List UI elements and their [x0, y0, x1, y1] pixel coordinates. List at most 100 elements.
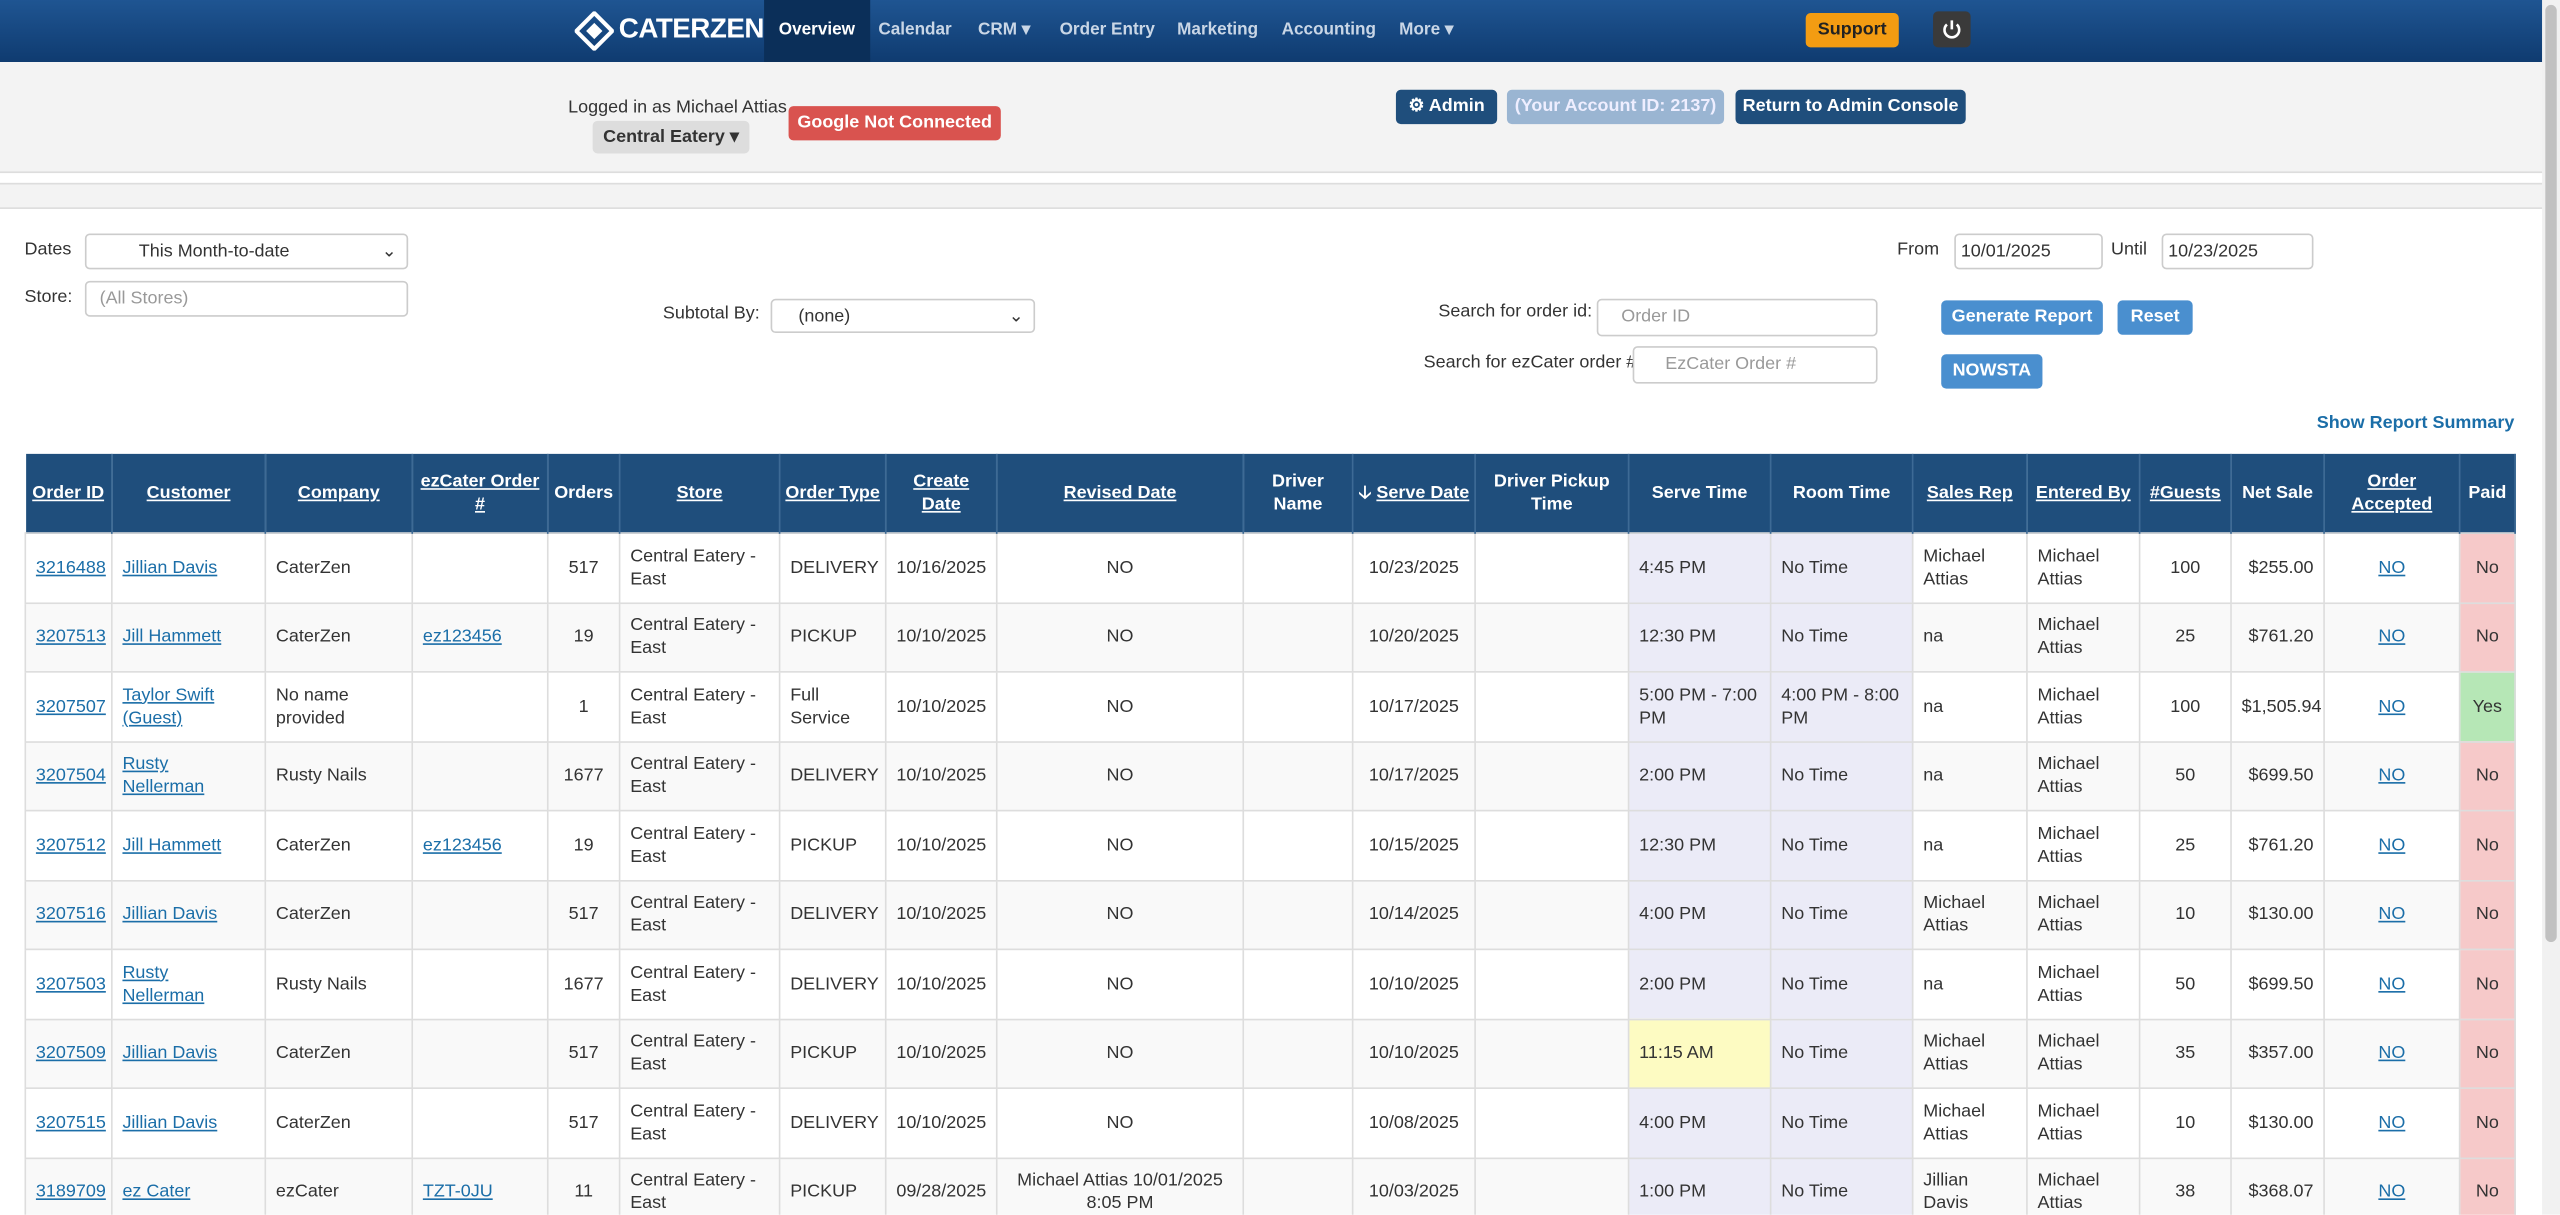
cell: Rusty Nails	[264, 948, 414, 1020]
cell-link[interactable]: TZT-0JU	[422, 1182, 493, 1203]
cell-text: ezCater	[275, 1182, 339, 1203]
order-row: 3207515 Jillian Davis CaterZen 517 Central E…	[24, 1087, 2516, 1159]
return-button[interactable]: Return to Admin Console	[1735, 89, 1966, 125]
cell-link[interactable]: 3207515	[35, 1113, 106, 1133]
cell: 09/28/2025	[884, 1156, 998, 1215]
cell-text: NO	[1106, 627, 1134, 647]
cell: NO	[2323, 879, 2461, 951]
cell: Jill Hammett	[111, 809, 267, 881]
cell-link[interactable]: 3207503	[35, 974, 106, 994]
nav-item[interactable]: Calendar	[864, 0, 967, 62]
brand[interactable]: CaterZen	[618, 13, 765, 45]
cell: 517	[546, 879, 621, 951]
nav-item[interactable]: Overview	[764, 0, 870, 63]
cell-text: Michael Attias	[1923, 893, 1986, 936]
nav-item[interactable]: More ▾	[1399, 19, 1454, 40]
nav-item[interactable]: CRM ▾	[977, 19, 1031, 40]
store-dropdown[interactable]: Central Eatery ▾	[592, 120, 750, 154]
admin-button[interactable]: ⚙ Admin	[1395, 89, 1498, 125]
cell-link[interactable]: Jill Hammett	[122, 835, 222, 856]
column-header[interactable]: Order Type	[779, 453, 887, 534]
order-row: 3207503 Rusty Nellerman Rusty Nails 1677 Cen…	[24, 948, 2516, 1020]
cell-link[interactable]: NO	[2378, 904, 2406, 925]
cell: 10/03/2025	[1351, 1156, 1476, 1215]
column-header[interactable]: Order ID	[25, 453, 113, 534]
cell-link[interactable]: 3207512	[35, 835, 106, 856]
subtotal-select[interactable]: (none) ⌄	[770, 298, 1036, 334]
cell-link[interactable]: NO	[2378, 1182, 2406, 1203]
cell: No Time	[1769, 948, 1914, 1020]
from-input[interactable]: 10/01/2025	[1954, 233, 2103, 270]
summary-link[interactable]: Show Report Summary	[2316, 413, 2515, 433]
cell: CaterZen	[264, 601, 414, 673]
column-header[interactable]: Company	[265, 453, 414, 534]
cell-link[interactable]: NO	[2378, 1043, 2406, 1064]
cell: No	[2458, 879, 2516, 951]
power-button[interactable]	[1933, 11, 1971, 48]
column-header[interactable]: Revised Date	[996, 453, 1245, 534]
cell-link[interactable]: ez Cater	[122, 1182, 191, 1203]
cell-link[interactable]: Rusty Nellerman	[122, 754, 205, 798]
cell-link[interactable]: NO	[2378, 1113, 2406, 1133]
cell-text: Central Eatery - East	[630, 615, 756, 659]
cell: 3207516	[24, 879, 113, 951]
ezcater-input[interactable]: EzCater Order #	[1632, 346, 1878, 384]
nav-item[interactable]: Marketing	[1162, 0, 1272, 62]
column-header[interactable]: Store	[619, 453, 781, 534]
generate-button[interactable]: Generate Report	[1941, 300, 2103, 335]
column-header[interactable]: Order Accepted	[2324, 453, 2461, 534]
until-input[interactable]: 10/23/2025	[2161, 233, 2314, 270]
dates-select[interactable]: This Month-to-date ⌄	[84, 233, 409, 270]
cell	[1474, 532, 1630, 604]
cell: 19	[546, 601, 621, 673]
cell-link[interactable]: Rusty Nellerman	[122, 962, 205, 1006]
cell: 10/14/2025	[1351, 879, 1476, 951]
cell-link[interactable]: NO	[2378, 974, 2406, 994]
cell-link[interactable]: Jillian Davis	[122, 557, 218, 578]
support-button[interactable]: Support	[1805, 13, 1899, 48]
cell-link[interactable]: 3207513	[35, 627, 106, 647]
column-header[interactable]: ezCater Order #	[412, 453, 549, 534]
cell-link[interactable]: NO	[2378, 696, 2406, 717]
column-header[interactable]: Sales Rep	[1912, 453, 2028, 534]
cell: 10/10/2025	[1351, 948, 1476, 1020]
cell: 100	[2138, 671, 2232, 743]
cell: NO	[995, 948, 1245, 1020]
nav-item[interactable]: Order Entry	[1045, 0, 1170, 62]
column-header[interactable]: 🡣 Serve Date	[1352, 453, 1476, 534]
store-input[interactable]: (All Stores)	[84, 280, 409, 317]
cell-link[interactable]: NO	[2378, 835, 2406, 856]
logged-in: Logged in as Michael Attias	[568, 97, 787, 118]
cell-link[interactable]: 3207509	[35, 1043, 106, 1064]
column-header[interactable]: Entered By	[2026, 453, 2141, 534]
google-button[interactable]: Google Not Connected	[788, 106, 1001, 141]
cell-link[interactable]: Jillian Davis	[122, 1043, 218, 1064]
column-header[interactable]: #Guests	[2139, 453, 2232, 534]
cell-link[interactable]: Jill Hammett	[122, 627, 222, 647]
reset-button[interactable]: Reset	[2117, 300, 2193, 335]
cell-link[interactable]: ez123456	[422, 835, 502, 856]
cell-link[interactable]: ez123456	[422, 627, 502, 647]
column-header[interactable]: Customer	[111, 453, 267, 534]
cell-link[interactable]: Taylor Swift (Guest)	[122, 685, 215, 728]
cell-link[interactable]: 3216488	[35, 557, 106, 578]
cell-link[interactable]: NO	[2378, 557, 2406, 578]
cell-text: $761.20	[2248, 627, 2314, 647]
store-name: Central Eatery	[603, 127, 725, 147]
nowsta-button[interactable]: NOWSTA	[1941, 354, 2043, 389]
cell-text: No	[2475, 1043, 2499, 1064]
nav-item[interactable]: Accounting	[1267, 0, 1391, 62]
order-id-input[interactable]: Order ID	[1596, 298, 1878, 337]
cell-link[interactable]: NO	[2378, 627, 2406, 647]
cell: Michael Attias	[2026, 1156, 2141, 1215]
cell-link[interactable]: 3207516	[35, 904, 106, 925]
column-header[interactable]: Create Date	[885, 453, 998, 534]
cell-link[interactable]: Jillian Davis	[122, 904, 218, 925]
cell-text: No Time	[1781, 766, 1849, 786]
cell-link[interactable]: 3207507	[35, 696, 106, 717]
cell-text: CaterZen	[275, 1113, 351, 1133]
cell-link[interactable]: Jillian Davis	[122, 1113, 218, 1133]
cell-link[interactable]: 3189709	[35, 1182, 106, 1203]
cell-link[interactable]: 3207504	[35, 766, 106, 786]
cell-link[interactable]: NO	[2378, 766, 2406, 786]
